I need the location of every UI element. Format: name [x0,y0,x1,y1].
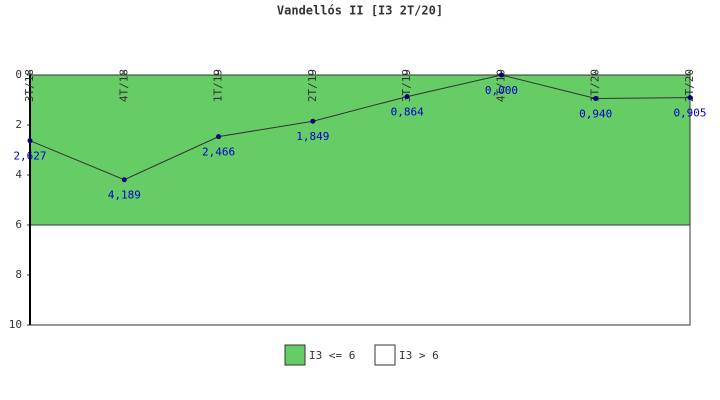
y-tick-label: 6 [15,218,22,231]
marker [498,72,504,78]
legend-label: I3 > 6 [399,349,439,362]
data-label: 0,905 [673,107,706,120]
y-tick-label: 10 [9,318,22,331]
data-label: 2,627 [13,150,46,163]
marker [216,134,222,140]
legend-label: I3 <= 6 [309,349,355,362]
x-tick-label: 1T/20 [589,69,602,102]
legend-swatch [374,344,396,366]
marker [687,95,693,101]
x-tick-label: 3T/19 [400,69,413,102]
y-tick-label: 2 [15,118,22,131]
y-tick-label: 8 [15,268,22,281]
x-tick-label: 1T/19 [212,69,225,102]
x-tick-label: 4T/19 [494,69,507,102]
marker [27,138,33,144]
x-tick-label: 2T/19 [306,69,319,102]
x-tick-label: 3T/18 [23,69,36,102]
y-tick-label: 4 [15,168,22,181]
data-label: 2,466 [202,146,235,159]
data-label: 4,189 [108,189,141,202]
data-label: 0,940 [579,108,612,121]
marker [404,94,410,100]
chart-title: Vandellós II [I3 2T/20] [277,4,443,18]
marker [121,177,127,183]
data-label: 1,849 [296,130,329,143]
x-tick-label: 4T/18 [117,69,130,102]
x-tick-label: 2T/20 [683,69,696,102]
line [29,74,691,181]
data-label: 0,864 [391,106,424,119]
data-label: 0,000 [485,84,518,97]
y-tick-label: 0 [15,68,22,81]
band [29,224,691,326]
band [29,74,691,226]
legend-swatch [284,344,306,366]
marker [593,96,599,101]
marker [310,118,316,124]
